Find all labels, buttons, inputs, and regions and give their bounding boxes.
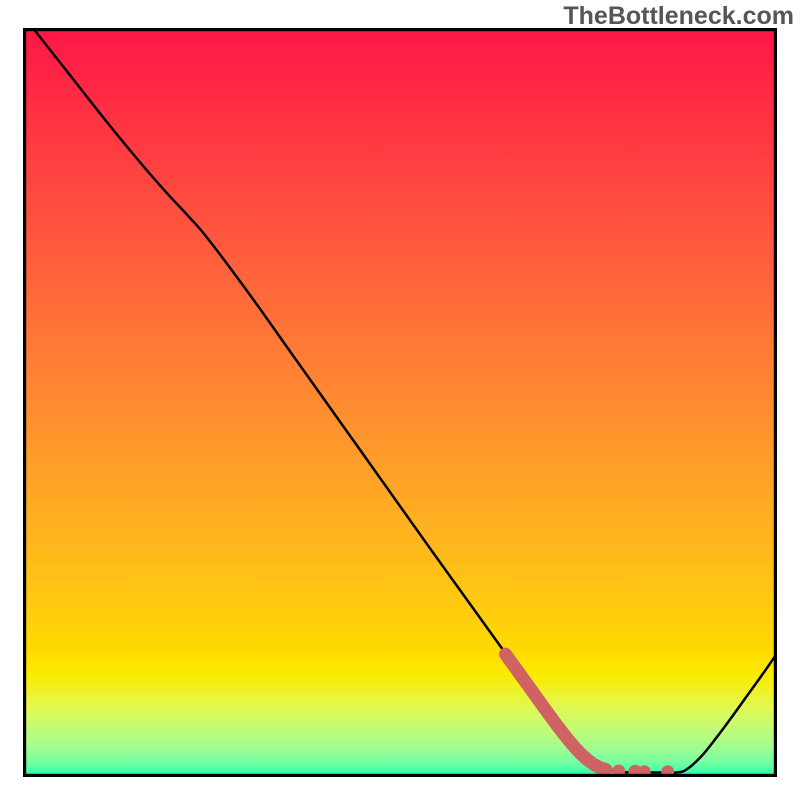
plot-area bbox=[23, 28, 777, 777]
chart-frame: TheBottleneck.com bbox=[0, 0, 800, 800]
watermark-text: TheBottleneck.com bbox=[563, 2, 794, 31]
chart-svg bbox=[23, 28, 777, 777]
chart-background bbox=[23, 28, 777, 777]
